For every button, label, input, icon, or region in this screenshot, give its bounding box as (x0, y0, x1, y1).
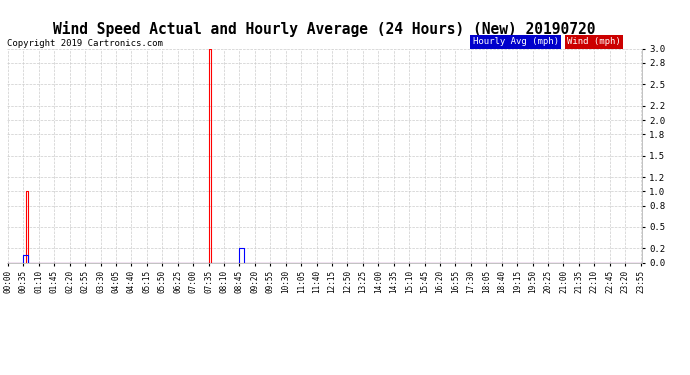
Text: Wind (mph): Wind (mph) (567, 38, 621, 46)
Text: Copyright 2019 Cartronics.com: Copyright 2019 Cartronics.com (7, 39, 163, 48)
Text: Wind Speed Actual and Hourly Average (24 Hours) (New) 20190720: Wind Speed Actual and Hourly Average (24… (53, 21, 595, 37)
Text: Hourly Avg (mph): Hourly Avg (mph) (473, 38, 559, 46)
